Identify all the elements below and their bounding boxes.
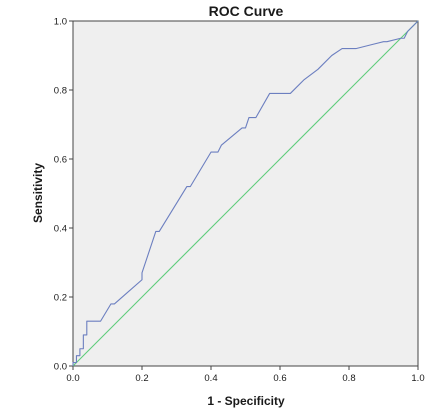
x-tick-label: 1.0: [411, 373, 424, 384]
x-tick-label: 0.0: [66, 373, 79, 384]
y-axis-label: Sensitivity: [31, 163, 45, 223]
y-tick-label: 0.2: [54, 293, 67, 304]
x-tick-label: 0.4: [204, 373, 217, 384]
reference-line: [72, 20, 419, 367]
x-axis-label: 1 - Specificity: [207, 394, 285, 408]
chart-title: ROC Curve: [209, 3, 284, 19]
x-tick-label: 0.2: [135, 373, 148, 384]
x-tick-label: 0.8: [342, 373, 355, 384]
y-tick-label: 0.6: [54, 155, 67, 166]
x-axis-ticks: 0.0 0.2 0.4 0.6 0.8 1.0: [66, 366, 425, 384]
y-tick-label: 0.8: [54, 86, 67, 97]
y-tick-label: 0.0: [54, 362, 67, 373]
y-tick-label: 0.4: [54, 224, 67, 235]
x-tick-label: 0.6: [273, 373, 286, 384]
series-layer: [72, 20, 419, 367]
roc-curve: [72, 20, 419, 366]
y-axis-ticks: 0.0 0.2 0.4 0.6 0.8 1.0: [54, 17, 73, 373]
y-tick-label: 1.0: [54, 17, 67, 28]
